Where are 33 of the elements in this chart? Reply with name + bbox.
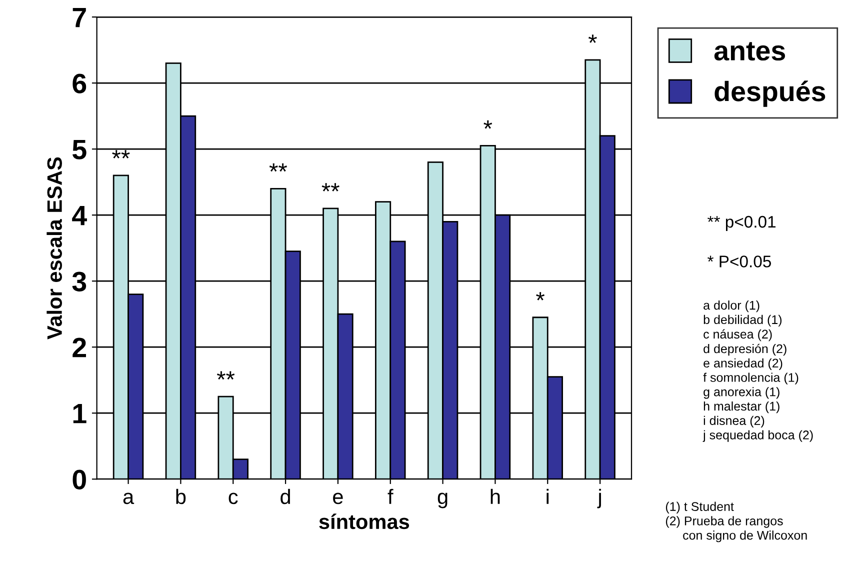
y-tick-label: 1 [73,404,86,424]
annotation: * [536,292,545,300]
y-tick-label: 0 [72,470,86,490]
x-tick-label: h [490,488,500,504]
text: ** p<0.01 [708,216,776,231]
y-tick-label: 5 [72,140,86,160]
annotation: ** [322,183,340,192]
x-tick-label: a [123,492,134,504]
legend-label: antes [714,42,785,61]
annotation: ** [269,163,288,172]
annotation: * [588,34,597,43]
y-tick-label: 7 [72,8,86,28]
x-tick-label: j [597,488,601,508]
x-tick-label: g [438,492,448,508]
text: (1) t Student (2) Prueba de rangos con signo de Wilcoxon [666,502,807,542]
text: * P<0.05 [708,256,771,268]
y-tick-label: 2 [72,338,86,358]
y-axis-title: Valor escala ESAS [46,157,62,340]
annotation: * [484,120,492,129]
y-tick-label: 4 [72,206,87,226]
text: a dolor (1) b debilidad (1) c náusea (2) d depresión (2) e ansiedad (2) f somnolencia (1) g anorexia (1) h malestar (1) i disnea (2) j sequedad boca (2) [702,300,813,442]
x-tick-label: c [228,492,238,504]
legend-label: después [714,80,826,107]
x-tick-label: d [280,488,290,504]
y-tick-label: 6 [72,74,86,94]
x-tick-label: i [546,488,549,504]
x-tick-label: e [333,492,343,504]
x-tick-label: f [388,488,394,504]
annotation: ** [216,371,235,380]
x-axis-title: síntomas [319,514,410,530]
x-tick-label: b [176,488,186,504]
annotation: ** [112,150,130,158]
y-tick-label: 3 [72,272,86,292]
